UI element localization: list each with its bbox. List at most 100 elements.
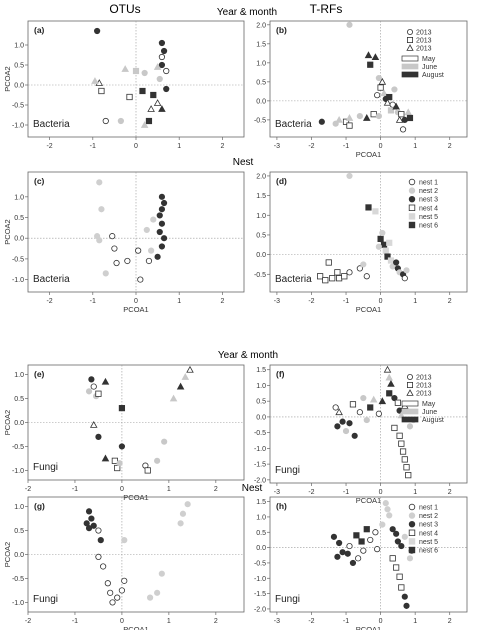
legend-marker bbox=[408, 538, 416, 545]
data-point bbox=[405, 472, 412, 479]
panel-annotation: Fungi bbox=[275, 465, 300, 476]
data-point bbox=[398, 542, 405, 550]
data-point bbox=[329, 275, 336, 282]
panel-label: (g) bbox=[34, 501, 45, 511]
data-point bbox=[118, 405, 126, 412]
data-point bbox=[406, 423, 414, 430]
data-point bbox=[325, 259, 332, 266]
y-tick-label: 0.0 bbox=[256, 98, 266, 105]
header-year-month-fungi: Year & month bbox=[218, 350, 278, 361]
legend-nest-label: nest 2 bbox=[419, 513, 438, 520]
data-point bbox=[401, 456, 408, 463]
panel-e: -2 -1 0 1 2 -1.0 -0.5 0.0 0.5 1.0 PCOA1 PCOA2 (e) Fun… bbox=[3, 364, 245, 502]
data-point bbox=[344, 550, 351, 557]
data-point bbox=[322, 277, 329, 284]
data-point bbox=[104, 580, 111, 587]
data-point bbox=[334, 423, 341, 430]
data-point bbox=[95, 527, 102, 534]
data-point bbox=[377, 235, 384, 242]
y-tick-label: -0.5 bbox=[254, 560, 266, 567]
data-point bbox=[406, 114, 414, 122]
data-point bbox=[100, 563, 107, 570]
data-point bbox=[121, 65, 129, 72]
x-axis-label: PCOA1 bbox=[356, 496, 381, 505]
data-point bbox=[111, 245, 118, 252]
data-point bbox=[401, 533, 408, 540]
x-tick-label: -1 bbox=[90, 298, 96, 305]
header-otus: OTUs bbox=[109, 2, 140, 16]
y-tick-label: 1.5 bbox=[256, 41, 266, 48]
y-axis-label: PCOA2 bbox=[3, 410, 12, 435]
data-point bbox=[389, 526, 396, 533]
panel-label: (c) bbox=[34, 176, 45, 186]
data-point bbox=[399, 448, 407, 455]
data-point bbox=[318, 118, 325, 125]
legend-month-swatch bbox=[401, 416, 419, 423]
panel-annotation: Fungi bbox=[33, 462, 58, 473]
data-point bbox=[367, 536, 374, 544]
data-point bbox=[153, 63, 162, 70]
data-point bbox=[391, 394, 398, 402]
data-point bbox=[389, 263, 396, 270]
y-tick-label: 1.0 bbox=[14, 504, 24, 511]
data-point bbox=[356, 409, 363, 416]
x-tick-label: -1 bbox=[343, 618, 349, 625]
data-point bbox=[401, 593, 408, 600]
data-point bbox=[363, 273, 370, 280]
data-point bbox=[392, 102, 400, 110]
data-point bbox=[91, 77, 99, 84]
legend-marker bbox=[408, 512, 416, 519]
data-point bbox=[341, 273, 348, 280]
data-point bbox=[169, 394, 178, 402]
legend-nest-label: nest 4 bbox=[419, 530, 438, 537]
data-point bbox=[158, 243, 166, 250]
x-tick-label: 1 bbox=[413, 143, 417, 150]
x-tick-label: -2 bbox=[308, 618, 314, 625]
data-point bbox=[375, 74, 382, 82]
data-point bbox=[135, 247, 142, 254]
data-point bbox=[396, 432, 403, 439]
data-point bbox=[353, 532, 360, 539]
x-tick-label: -3 bbox=[274, 143, 280, 150]
data-point bbox=[367, 404, 374, 411]
data-point bbox=[161, 438, 168, 445]
legend-marker bbox=[406, 373, 413, 380]
data-point bbox=[363, 526, 370, 533]
data-point bbox=[365, 204, 372, 211]
legend-marker bbox=[408, 178, 416, 186]
data-point bbox=[367, 61, 374, 68]
data-point bbox=[346, 21, 353, 28]
data-point bbox=[126, 93, 133, 101]
x-tick-label: -2 bbox=[46, 298, 52, 305]
legend-year-label: 2013 bbox=[416, 30, 432, 37]
data-point bbox=[385, 373, 394, 381]
data-point bbox=[334, 553, 341, 560]
data-point bbox=[401, 275, 408, 282]
data-point bbox=[374, 92, 381, 99]
y-axis-label: PCOA2 bbox=[3, 542, 12, 567]
data-point bbox=[158, 193, 166, 200]
legend-year-label: 2013 bbox=[416, 391, 432, 398]
y-tick-label: 0.5 bbox=[256, 232, 266, 239]
y-tick-label: -1.0 bbox=[12, 277, 24, 284]
legend-marker bbox=[408, 187, 416, 194]
panel-f: -3 -2 -1 0 1 2 -2.0 -1.5 -1.0 -0.5 0.0 0.5 1.0 1.5 PCO… bbox=[254, 364, 468, 505]
panel-c: -2 -1 0 1 2 -1.0 -0.5 0.0 0.5 1.0 PCOA1 PCOA2 (c) Bac… bbox=[3, 171, 245, 314]
data-point bbox=[363, 416, 370, 424]
data-point bbox=[398, 440, 405, 447]
data-point bbox=[111, 457, 118, 464]
data-point bbox=[95, 553, 102, 560]
legend-month-label: June bbox=[422, 64, 437, 71]
header-trfs: T-RFs bbox=[310, 2, 343, 16]
data-point bbox=[379, 521, 386, 528]
legend-month-label: May bbox=[422, 56, 436, 63]
x-tick-label: 2 bbox=[214, 618, 218, 625]
y-tick-label: 1.0 bbox=[256, 60, 266, 67]
data-point bbox=[372, 529, 379, 536]
legend-nest-label: nest 5 bbox=[419, 214, 438, 221]
legend-marker bbox=[408, 213, 416, 220]
legend-month-label: August bbox=[422, 417, 444, 424]
y-tick-label: -0.5 bbox=[254, 117, 266, 124]
header-nest-bacteria: Nest bbox=[233, 157, 254, 168]
